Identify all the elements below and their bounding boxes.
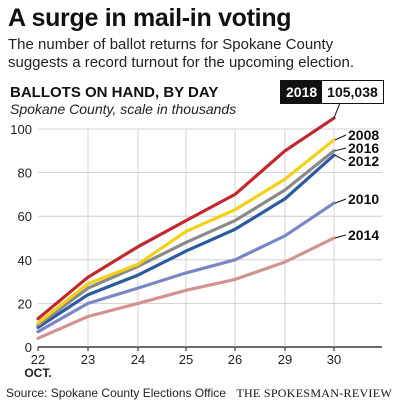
- x-tick-label: 26: [228, 352, 242, 367]
- y-tick-label: 20: [18, 296, 32, 311]
- x-month-label: OCT.: [24, 366, 51, 380]
- series-label: 2016: [348, 140, 379, 156]
- callout-value: 105,038: [322, 81, 383, 103]
- y-tick-label: 100: [10, 122, 32, 137]
- leader-line: [334, 147, 347, 152]
- series-line-2008: [36, 138, 336, 325]
- leader-line: [334, 134, 347, 141]
- x-tick-labels: 22 23 24 25 26 29 30 OCT.: [24, 352, 341, 380]
- publisher-logo: THE SPOKESMAN-REVIEW: [236, 386, 392, 400]
- series-line-2014: [36, 236, 336, 340]
- series-lines: [36, 116, 336, 340]
- x-tick-label: 23: [81, 352, 95, 367]
- x-tick-label: 29: [278, 352, 292, 367]
- leader-line: [333, 102, 341, 119]
- callout-year: 2018: [281, 81, 323, 103]
- subtitle: The number of ballot returns for Spokane…: [8, 36, 355, 71]
- y-tick-labels: 0 20 40 60 80 100: [10, 122, 32, 355]
- page-title: A surge in mail-in voting: [8, 4, 292, 32]
- series-label: 2008: [348, 127, 379, 143]
- series-label: 2010: [348, 191, 379, 207]
- series-line-2018: [36, 116, 336, 321]
- chart-heading: BALLOTS ON HAND, BY DAY: [10, 84, 219, 101]
- y-tick-label: 0: [25, 340, 32, 355]
- x-tick-label: 24: [131, 352, 145, 367]
- series-label: 2012: [348, 153, 379, 169]
- series-line-2016: [36, 149, 336, 327]
- y-tick-label: 80: [18, 166, 32, 181]
- y-tick-label: 60: [18, 209, 32, 224]
- series-line-2012: [36, 153, 336, 329]
- x-tick-label: 25: [179, 352, 193, 367]
- leader-line: [334, 198, 347, 204]
- grid: [37, 128, 382, 351]
- x-tick-label: 22: [31, 352, 45, 367]
- x-tick-label: 30: [327, 352, 341, 367]
- source-note: Source: Spokane County Elections Office: [6, 386, 226, 400]
- series-label: 2014: [348, 227, 379, 243]
- leader-line: [334, 154, 347, 162]
- series-line-2010: [36, 201, 336, 334]
- y-tick-label: 40: [18, 253, 32, 268]
- leader-line: [334, 234, 347, 239]
- chart-subheading: Spokane County, scale in thousands: [10, 101, 237, 117]
- callout-2018: 2018 105,038: [280, 80, 384, 104]
